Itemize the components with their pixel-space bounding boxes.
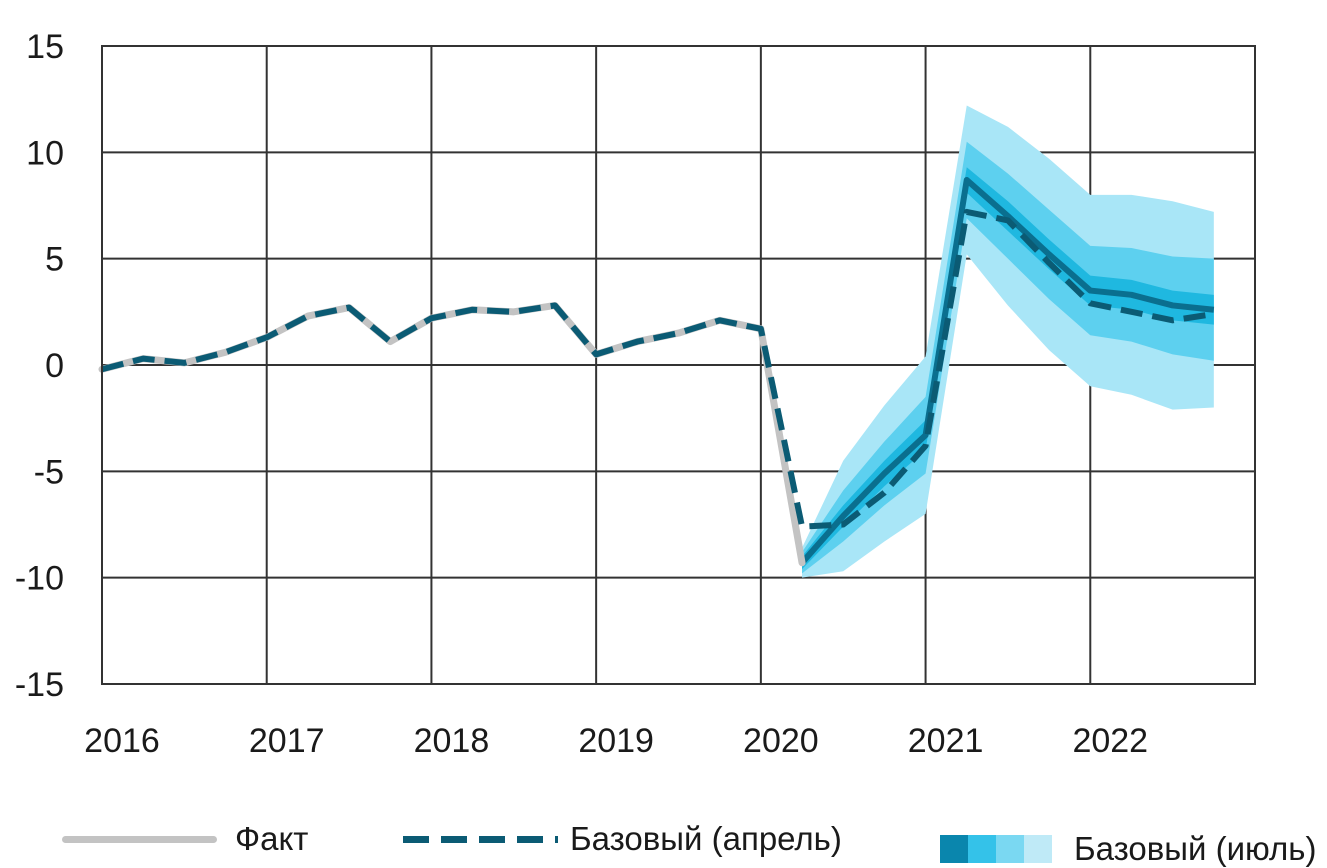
legend-label-april: Базовый (апрель) (570, 820, 842, 857)
legend-item-july: Базовый (июль) (940, 830, 1317, 868)
x-tick-label: 2021 (908, 722, 984, 760)
fan-chart-bands (802, 105, 1214, 578)
legend-item-april: Базовый (апрель) (403, 820, 842, 858)
legend-swatch-dashed-line (403, 835, 558, 843)
y-tick-label: -5 (34, 453, 64, 491)
legend-band-swatch (940, 835, 968, 863)
y-axis-ticks: 15 10 5 0 -5 -10 -15 (15, 28, 64, 704)
x-tick-label: 2019 (578, 722, 654, 760)
y-tick-label: 5 (45, 241, 64, 279)
chart-area: 15 10 5 0 -5 -10 -15 2016 2017 2018 2019… (15, 28, 1256, 760)
plot-frame (101, 45, 1256, 685)
x-tick-label: 2018 (414, 722, 490, 760)
x-tick-label: 2022 (1072, 722, 1148, 760)
legend-item-fact: Факт (62, 820, 308, 858)
x-axis-ticks: 2016 2017 2018 2019 2020 2021 2022 (84, 722, 1148, 760)
series-line-fact (98, 301, 806, 567)
series-line-july-central (799, 176, 1215, 565)
legend-swatch-solid-line (62, 835, 217, 843)
legend-label-fact: Факт (235, 820, 309, 857)
x-tick-label: 2020 (743, 722, 819, 760)
y-tick-label: -15 (15, 666, 64, 704)
legend: Факт Базовый (апрель) Базовый (июль) (0, 812, 1327, 867)
y-tick-label: 10 (26, 134, 64, 172)
x-tick-label: 2017 (249, 722, 325, 760)
legend-band-swatch (968, 835, 996, 863)
y-tick-label: 15 (26, 28, 64, 66)
x-tick-label: 2016 (84, 722, 160, 760)
plot-border (101, 45, 1256, 685)
legend-band-swatch (1024, 835, 1052, 863)
legend-swatch-fan-bands (940, 835, 1052, 863)
series-line-april (101, 208, 1215, 530)
y-tick-label: 0 (45, 347, 64, 385)
legend-label-july: Базовый (июль) (1074, 830, 1317, 867)
legend-band-swatch (996, 835, 1024, 863)
y-tick-label: -10 (15, 560, 64, 598)
series-lines (98, 176, 1215, 567)
